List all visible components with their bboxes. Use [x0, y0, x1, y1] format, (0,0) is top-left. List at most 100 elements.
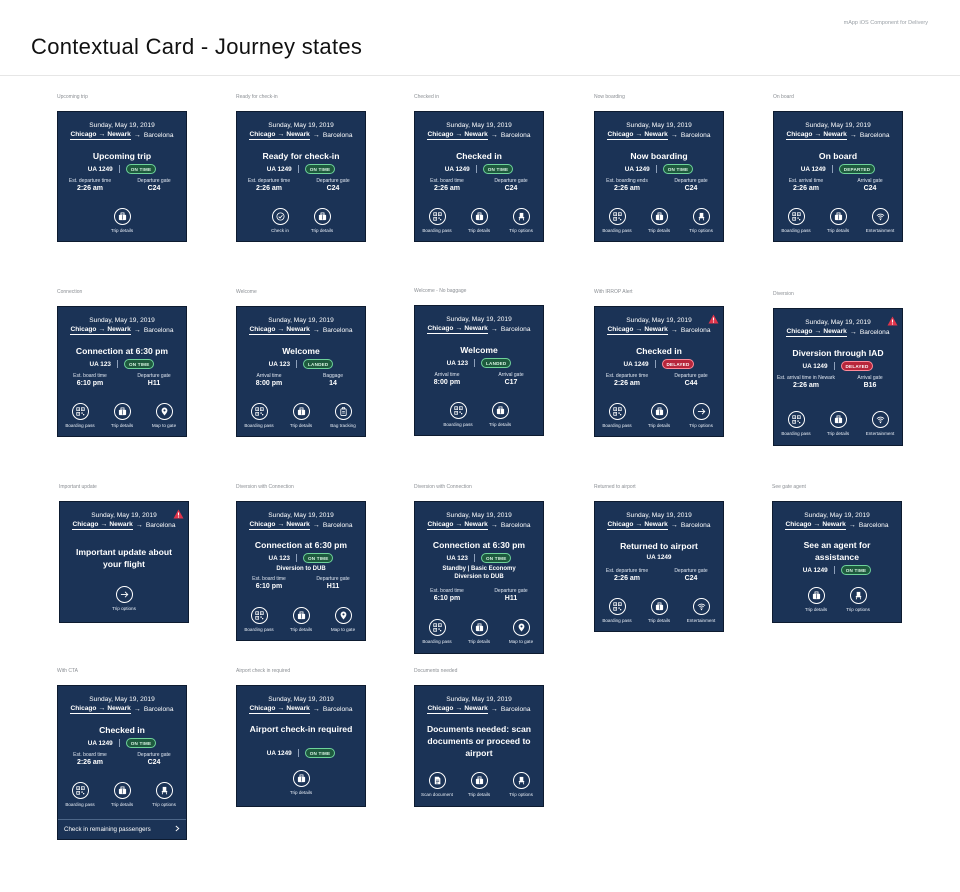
action-button[interactable]: Entertainment: [859, 208, 901, 233]
journey-card[interactable]: Sunday, May 19, 2019 Chicago → Newark → Bar…: [594, 501, 724, 632]
action-button[interactable]: Boarding pass: [59, 782, 101, 807]
action-button[interactable]: Boarding pass: [416, 208, 458, 233]
journey-card[interactable]: Sunday, May 19, 2019 Chicago → Newark → Bar…: [414, 305, 544, 436]
action-button[interactable]: Trip details: [638, 598, 680, 623]
briefcase-icon[interactable]: [491, 402, 509, 419]
action-button[interactable]: Entertainment: [680, 598, 722, 623]
map-pin-icon[interactable]: [334, 607, 352, 624]
action-button[interactable]: Boarding pass: [596, 598, 638, 623]
journey-card[interactable]: Sunday, May 19, 2019 Chicago → Newark → Bar…: [59, 501, 189, 623]
bag-tag-icon[interactable]: [334, 403, 352, 420]
qr-code-icon[interactable]: [787, 411, 805, 428]
briefcase-icon[interactable]: [807, 587, 825, 604]
action-button[interactable]: Trip details: [638, 403, 680, 428]
wifi-icon[interactable]: [871, 411, 889, 428]
briefcase-icon[interactable]: [113, 782, 131, 799]
action-button[interactable]: Trip options: [837, 587, 879, 612]
action-button[interactable]: Trip details: [795, 587, 837, 612]
qr-code-icon[interactable]: [250, 403, 268, 420]
check-icon[interactable]: [271, 208, 289, 225]
action-button[interactable]: Trip details: [817, 411, 859, 436]
journey-card[interactable]: Sunday, May 19, 2019 Chicago → Newark → Bar…: [236, 685, 366, 807]
action-button[interactable]: Trip details: [638, 208, 680, 233]
qr-code-icon[interactable]: [71, 403, 89, 420]
qr-code-icon[interactable]: [787, 208, 805, 225]
action-button[interactable]: Trip options: [500, 772, 542, 797]
qr-code-icon[interactable]: [428, 619, 446, 636]
document-icon[interactable]: [428, 772, 446, 789]
action-button[interactable]: Boarding pass: [596, 403, 638, 428]
journey-card[interactable]: Sunday, May 19, 2019 Chicago → Newark → Bar…: [57, 111, 187, 242]
journey-card[interactable]: Sunday, May 19, 2019 Chicago → Newark → Bar…: [772, 501, 902, 623]
briefcase-icon[interactable]: [829, 411, 847, 428]
action-button[interactable]: Trip options: [680, 403, 722, 428]
qr-code-icon[interactable]: [449, 402, 467, 419]
qr-code-icon[interactable]: [250, 607, 268, 624]
seat-icon[interactable]: [849, 587, 867, 604]
cta-link[interactable]: Check in remaining passengers: [58, 819, 186, 839]
journey-card[interactable]: Sunday, May 19, 2019 Chicago → Newark → Bar…: [57, 306, 187, 437]
action-button[interactable]: Map to gate: [143, 403, 185, 428]
action-button[interactable]: Boarding pass: [775, 208, 817, 233]
seat-icon[interactable]: [692, 208, 710, 225]
qr-code-icon[interactable]: [608, 403, 626, 420]
action-button[interactable]: Trip options: [143, 782, 185, 807]
action-button[interactable]: Boarding pass: [596, 208, 638, 233]
action-button[interactable]: Trip details: [479, 402, 521, 427]
qr-code-icon[interactable]: [608, 208, 626, 225]
action-button[interactable]: Trip details: [280, 607, 322, 632]
action-button[interactable]: Boarding pass: [775, 411, 817, 436]
qr-code-icon[interactable]: [428, 208, 446, 225]
briefcase-icon[interactable]: [292, 607, 310, 624]
journey-card[interactable]: Sunday, May 19, 2019 Chicago → Newark → Bar…: [594, 306, 724, 437]
qr-code-icon[interactable]: [608, 598, 626, 615]
action-button[interactable]: Boarding pass: [437, 402, 479, 427]
journey-card[interactable]: Sunday, May 19, 2019 Chicago → Newark → Bar…: [414, 685, 544, 807]
journey-card[interactable]: Sunday, May 19, 2019 Chicago → Newark → Bar…: [236, 501, 366, 641]
briefcase-icon[interactable]: [470, 772, 488, 789]
action-button[interactable]: Map to gate: [500, 619, 542, 644]
briefcase-icon[interactable]: [313, 208, 331, 225]
action-button[interactable]: Boarding pass: [238, 607, 280, 632]
journey-card[interactable]: Sunday, May 19, 2019 Chicago → Newark → Bar…: [414, 111, 544, 242]
action-button[interactable]: Trip details: [458, 772, 500, 797]
action-button[interactable]: Trip details: [101, 208, 143, 233]
action-button[interactable]: Trip options: [500, 208, 542, 233]
action-button[interactable]: Entertainment: [859, 411, 901, 436]
action-button[interactable]: Trip options: [103, 586, 145, 611]
action-button[interactable]: Trip options: [680, 208, 722, 233]
journey-card[interactable]: Sunday, May 19, 2019 Chicago → Newark → Bar…: [236, 111, 366, 242]
arrow-right-icon[interactable]: [115, 586, 133, 603]
briefcase-icon[interactable]: [650, 598, 668, 615]
briefcase-icon[interactable]: [470, 619, 488, 636]
briefcase-icon[interactable]: [470, 208, 488, 225]
briefcase-icon[interactable]: [650, 208, 668, 225]
action-button[interactable]: Boarding pass: [238, 403, 280, 428]
action-button[interactable]: Trip details: [458, 208, 500, 233]
map-pin-icon[interactable]: [512, 619, 530, 636]
action-button[interactable]: Map to gate: [322, 607, 364, 632]
briefcase-icon[interactable]: [829, 208, 847, 225]
action-button[interactable]: Trip details: [101, 403, 143, 428]
action-button[interactable]: Bag tracking: [322, 403, 364, 428]
action-button[interactable]: Trip details: [458, 619, 500, 644]
journey-card[interactable]: Sunday, May 19, 2019 Chicago → Newark → Bar…: [773, 308, 903, 446]
briefcase-icon[interactable]: [292, 403, 310, 420]
action-button[interactable]: Trip details: [817, 208, 859, 233]
journey-card[interactable]: Sunday, May 19, 2019 Chicago → Newark → Bar…: [236, 306, 366, 437]
action-button[interactable]: Boarding pass: [416, 619, 458, 644]
journey-card[interactable]: Sunday, May 19, 2019 Chicago → Newark → Bar…: [594, 111, 724, 242]
wifi-icon[interactable]: [692, 598, 710, 615]
action-button[interactable]: Boarding pass: [59, 403, 101, 428]
action-button[interactable]: Trip details: [301, 208, 343, 233]
seat-icon[interactable]: [512, 772, 530, 789]
briefcase-icon[interactable]: [650, 403, 668, 420]
qr-code-icon[interactable]: [71, 782, 89, 799]
journey-card[interactable]: Sunday, May 19, 2019 Chicago → Newark → Bar…: [773, 111, 903, 242]
seat-icon[interactable]: [512, 208, 530, 225]
journey-card[interactable]: Sunday, May 19, 2019 Chicago → Newark → Bar…: [57, 685, 187, 840]
journey-card[interactable]: Sunday, May 19, 2019 Chicago → Newark → Bar…: [414, 501, 544, 654]
action-button[interactable]: Trip details: [101, 782, 143, 807]
briefcase-icon[interactable]: [113, 208, 131, 225]
action-button[interactable]: Trip details: [280, 770, 322, 795]
